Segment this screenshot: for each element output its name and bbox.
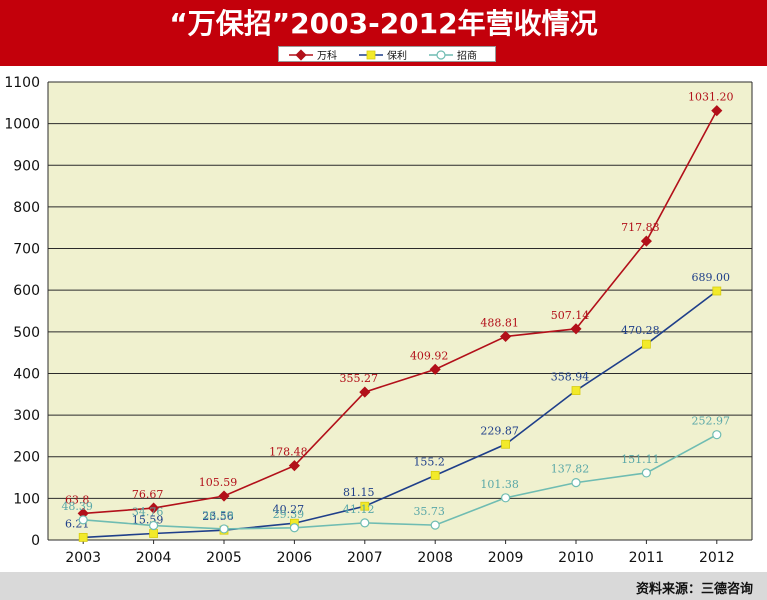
data-point-1 xyxy=(711,105,723,117)
data-point-2 xyxy=(642,339,651,349)
data-label-1: 409.92 xyxy=(410,349,449,362)
data-point-3 xyxy=(360,518,370,528)
data-label-3: 34.76 xyxy=(132,506,164,519)
chart-title: “万保招”2003-2012年营收情况 xyxy=(169,7,598,40)
data-point-2 xyxy=(430,470,440,480)
line-chart: 0 100 200 300 400 500 600 700 800 900 1000 1100 2003… xyxy=(0,66,767,572)
data-label-3: 26.59 xyxy=(202,509,234,522)
x-tick-label: 2010 xyxy=(558,550,594,566)
data-point-3 xyxy=(501,493,511,503)
y-tick-label: 900 xyxy=(13,158,40,174)
legend-marker-3 xyxy=(436,50,446,60)
plot-area xyxy=(48,82,752,540)
y-tick-label: 1100 xyxy=(4,75,40,91)
data-label-1: 507.14 xyxy=(551,309,590,322)
data-label-3: 137.82 xyxy=(551,463,590,476)
series-line-1 xyxy=(83,110,718,515)
data-point-3 xyxy=(571,478,581,488)
data-point-1 xyxy=(288,460,300,472)
legend-marker-2 xyxy=(366,50,376,60)
legend-label-3: 招商 xyxy=(457,49,477,62)
data-point-1 xyxy=(148,502,160,514)
data-label-1: 178.48 xyxy=(269,446,308,459)
x-tick-label: 2007 xyxy=(347,550,383,566)
data-point-1 xyxy=(218,490,230,502)
data-point-1 xyxy=(500,330,512,343)
data-label-3: 35.73 xyxy=(413,505,445,518)
data-label-1: 355.27 xyxy=(340,372,379,385)
data-label-1: 717.83 xyxy=(621,221,660,234)
data-label-2: 470.28 xyxy=(621,324,660,337)
y-tick-label: 800 xyxy=(13,200,40,216)
data-label-2: 229.87 xyxy=(480,424,519,437)
data-label-2: 689.00 xyxy=(692,271,731,284)
title-banner: “万保招”2003-2012年营收情况 万科 保利 招商 xyxy=(0,0,767,66)
data-point-2 xyxy=(501,439,511,449)
data-label-2: 358.94 xyxy=(551,371,590,384)
data-label-1: 105.59 xyxy=(199,476,238,489)
data-point-1 xyxy=(359,386,371,398)
y-tick-label: 1000 xyxy=(4,117,40,133)
x-tick-label: 2008 xyxy=(417,550,453,566)
legend-svg: 万科 保利 招商 xyxy=(289,49,477,62)
x-tick-label: 2011 xyxy=(629,550,665,566)
legend-marker-1 xyxy=(295,49,307,61)
x-tick-label: 2009 xyxy=(488,550,524,566)
data-label-1: 76.67 xyxy=(132,488,164,501)
data-point-2 xyxy=(78,533,88,542)
data-label-3: 252.97 xyxy=(692,415,731,428)
data-point-1 xyxy=(640,235,652,247)
y-tick-label: 300 xyxy=(13,408,40,424)
x-tick-label: 2012 xyxy=(699,550,735,566)
series-line-3 xyxy=(83,433,718,530)
y-tick-label: 100 xyxy=(13,491,40,507)
series-line-2 xyxy=(83,290,718,539)
data-label-2: 81.15 xyxy=(343,486,375,499)
y-tick-label: 600 xyxy=(13,283,40,299)
data-point-2 xyxy=(149,529,159,538)
data-point-2 xyxy=(571,386,581,395)
y-tick-label: 500 xyxy=(13,325,40,341)
data-point-3 xyxy=(289,523,299,533)
data-point-1 xyxy=(570,323,582,335)
y-tick-label: 700 xyxy=(13,242,40,258)
data-label-1: 1031.20 xyxy=(688,91,734,104)
x-tick-label: 2004 xyxy=(136,550,172,566)
y-tick-label: 400 xyxy=(13,366,40,382)
data-label-3: 151.11 xyxy=(621,453,660,466)
data-point-3 xyxy=(430,520,440,530)
data-point-1 xyxy=(429,363,441,375)
data-label-2: 40.27 xyxy=(273,503,305,516)
data-point-3 xyxy=(712,430,722,440)
legend-label-2: 保利 xyxy=(387,49,407,62)
x-tick-label: 2005 xyxy=(206,550,242,566)
data-label-2: 23.56 xyxy=(202,510,234,523)
data-label-3: 29.39 xyxy=(273,508,305,521)
legend-label-1: 万科 xyxy=(317,49,337,62)
data-label-3: 41.12 xyxy=(343,503,375,516)
data-point-3 xyxy=(149,520,159,531)
data-point-2 xyxy=(712,286,722,296)
data-point-2 xyxy=(360,501,370,511)
data-label-3: 48.39 xyxy=(61,500,93,513)
legend: 万科 保利 招商 xyxy=(278,46,496,62)
data-label-2: 155.2 xyxy=(413,455,445,468)
x-tick-label: 2003 xyxy=(65,550,101,566)
footer-bar: 资料来源：三德咨询 xyxy=(0,572,767,600)
data-label-1: 63.8 xyxy=(65,493,90,506)
data-point-3 xyxy=(219,524,229,534)
x-tick-label: 2006 xyxy=(277,550,313,566)
source-note: 资料来源：三德咨询 xyxy=(635,582,753,597)
data-point-3 xyxy=(641,468,652,478)
data-label-3: 101.38 xyxy=(480,478,519,491)
y-tick-label: 0 xyxy=(31,533,40,549)
y-tick-label: 200 xyxy=(13,450,40,466)
data-label-1: 488.81 xyxy=(480,316,519,329)
data-point-3 xyxy=(78,515,88,525)
